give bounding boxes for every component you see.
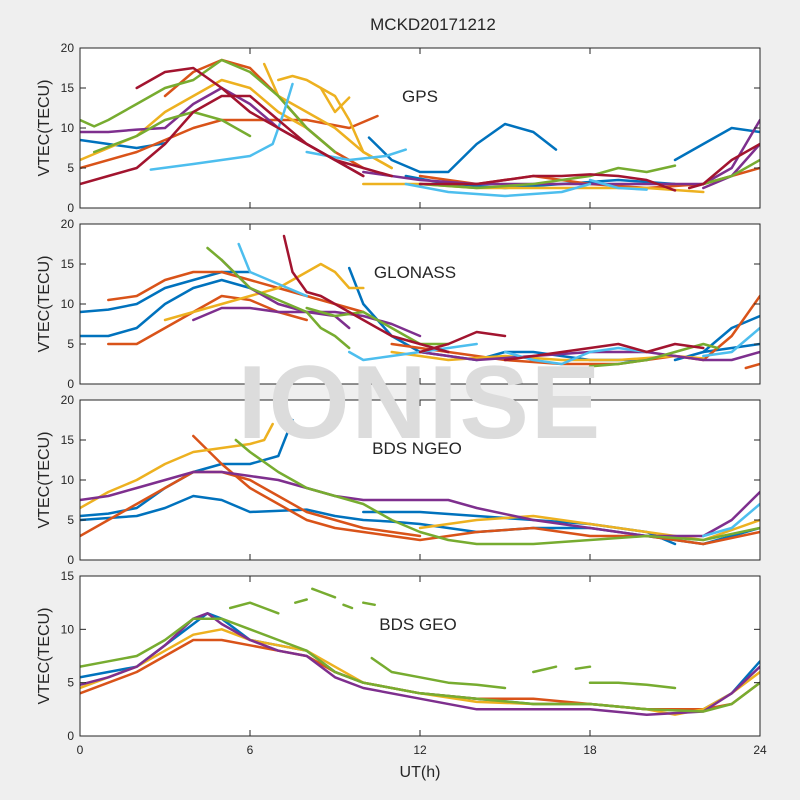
series-line-25 (135, 66, 393, 178)
series-line-15 (206, 246, 351, 350)
series-line-9 (342, 603, 354, 610)
y-tick-label: 5 (67, 337, 74, 351)
y-tick-label: 10 (61, 473, 75, 487)
series-group (80, 58, 760, 198)
series-line-24 (503, 342, 705, 362)
y-tick-label: 15 (61, 433, 75, 447)
y-tick-label: 0 (67, 553, 74, 567)
series-line-16 (305, 306, 450, 346)
series-line-6 (107, 270, 365, 314)
panel-3: 0 5 10 15 20 VTEC(TECU) BDS NGEO (36, 393, 761, 567)
series-line-13 (574, 665, 592, 671)
y-axis-label: VTEC(TECU) (36, 608, 53, 705)
chart-title: MCKD20171212 (370, 15, 496, 34)
series-line-22 (404, 182, 592, 198)
series-line-16 (80, 58, 337, 154)
series-line-14 (588, 681, 677, 690)
y-tick-label: 5 (67, 513, 74, 527)
y-tick-label: 15 (61, 257, 75, 271)
y-tick-label: 0 (67, 377, 74, 391)
y-tick-label: 10 (61, 622, 75, 636)
y-tick-label: 5 (67, 161, 74, 175)
y-tick-label: 20 (61, 393, 75, 407)
x-tick-label: 6 (247, 743, 254, 757)
series-line-10 (277, 74, 393, 170)
series-line-19 (347, 342, 478, 362)
y-axis-label: VTEC(TECU) (36, 256, 53, 353)
x-tick-label: 12 (413, 743, 427, 757)
x-tick-label: 24 (753, 743, 767, 757)
y-tick-label: 15 (61, 569, 75, 583)
panel-label: BDS GEO (379, 615, 456, 634)
series-line-2 (80, 278, 252, 338)
series-line-5 (80, 114, 379, 170)
series-line-18 (237, 242, 308, 298)
series-group (80, 234, 760, 370)
series-line-18 (418, 164, 677, 190)
y-tick-label: 10 (61, 297, 75, 311)
series-line-7 (107, 294, 308, 346)
panel-2: 0 5 10 15 20 VTEC(TECU) GLONASS (36, 217, 761, 391)
series-group (80, 418, 760, 546)
series-line-27 (687, 142, 760, 190)
x-tick-label: 18 (583, 743, 597, 757)
series-line-22 (282, 234, 450, 354)
series-line-14 (418, 350, 760, 362)
y-axis-label: VTEC(TECU) (36, 80, 53, 177)
panel-label: GLONASS (374, 263, 456, 282)
series-group (80, 587, 760, 716)
series-line-2 (367, 122, 558, 174)
series-line-21 (702, 326, 760, 358)
series-line-4 (80, 470, 422, 538)
series-line-20 (149, 82, 294, 171)
series-line-8 (311, 587, 337, 599)
panel-label: BDS NGEO (372, 439, 462, 458)
series-line-17 (588, 342, 719, 368)
y-tick-label: 15 (61, 81, 75, 95)
series-line-20 (503, 346, 648, 366)
series-line-8 (80, 470, 760, 538)
x-axis-label: UT(h) (400, 764, 441, 781)
series-line-10 (362, 601, 376, 607)
y-tick-label: 0 (67, 201, 74, 215)
panel-1: 0 5 10 15 20 VTEC(TECU) GPS (36, 41, 761, 215)
series-line-9 (234, 438, 760, 546)
series-line-11 (319, 86, 351, 114)
series-line-12 (532, 665, 558, 674)
series-line-7 (294, 598, 308, 604)
series-line-5 (80, 617, 760, 713)
x-tick-label: 0 (77, 743, 84, 757)
y-tick-label: 5 (67, 676, 74, 690)
panel-4: 0 5 10 15 0 6 12 18 24 VTEC(TECU) BDS GEO (36, 569, 767, 757)
series-line-11 (370, 656, 507, 690)
y-tick-label: 0 (67, 729, 74, 743)
y-tick-label: 20 (61, 41, 75, 55)
series-line-17 (92, 110, 252, 154)
series-line-9 (744, 362, 760, 370)
series-line-5 (192, 434, 760, 546)
series-line-6 (228, 601, 280, 615)
y-tick-label: 10 (61, 121, 75, 135)
panel-label: GPS (402, 87, 438, 106)
series-line-6 (80, 422, 274, 510)
series-line-26 (418, 173, 677, 192)
series-line-19 (702, 158, 760, 186)
series-line-23 (588, 178, 648, 191)
y-axis-label: VTEC(TECU) (36, 432, 53, 529)
watermark-text: IONISE (238, 345, 603, 461)
series-line-4 (673, 126, 760, 162)
series-line-10 (702, 502, 760, 538)
panels-container: 0 5 10 15 20 VTEC(TECU) GPS 0 5 10 15 20 VTEC(TECU) G… (36, 41, 767, 757)
series-line-10 (163, 262, 365, 322)
series-line-4 (80, 612, 760, 716)
series-line-23 (418, 330, 507, 354)
y-tick-label: 20 (61, 217, 75, 231)
